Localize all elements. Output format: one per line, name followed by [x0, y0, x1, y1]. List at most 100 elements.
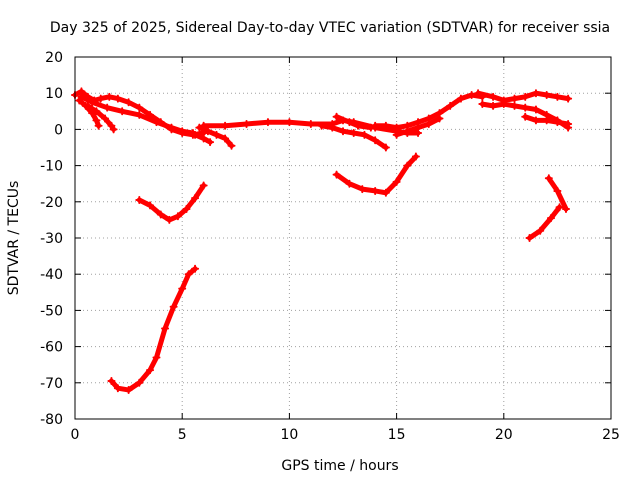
data-point — [381, 143, 390, 152]
x-tick-label: 0 — [71, 427, 80, 443]
data-point — [564, 94, 573, 103]
series-arc-12-points — [474, 89, 573, 105]
data-point — [146, 366, 155, 375]
data-point — [83, 101, 92, 110]
series-arc-16 — [334, 154, 419, 196]
data-point — [553, 92, 562, 101]
data-point — [403, 161, 412, 170]
data-point — [381, 188, 390, 197]
data-point — [371, 186, 380, 195]
series-arc-19-points — [107, 264, 200, 395]
series-arc-17-points — [525, 203, 564, 242]
data-point — [531, 116, 540, 125]
data-point — [94, 121, 103, 130]
data-point — [381, 121, 390, 130]
data-point — [345, 118, 354, 127]
data-point — [521, 112, 530, 121]
y-tick-label: -20 — [40, 195, 63, 211]
data-point — [478, 100, 487, 109]
series-arc-15 — [136, 183, 207, 223]
data-point — [414, 123, 423, 132]
data-point — [101, 114, 110, 123]
series-arc-5-points — [195, 123, 236, 150]
data-point — [118, 107, 127, 116]
data-point — [328, 123, 337, 132]
data-point — [499, 100, 508, 109]
data-point — [358, 185, 367, 194]
data-point — [173, 212, 182, 221]
data-point — [113, 384, 122, 393]
data-point — [411, 152, 420, 161]
data-point — [135, 103, 144, 112]
data-point — [360, 130, 369, 139]
series-arc-11-points — [392, 114, 444, 139]
y-tick-label: -80 — [40, 412, 63, 428]
series-arc-3-points — [83, 101, 118, 134]
data-point — [165, 215, 174, 224]
data-point — [161, 324, 170, 333]
data-point — [345, 179, 354, 188]
y-axis-label: SDTVAR / TECUs — [6, 181, 22, 296]
data-point — [199, 121, 208, 130]
data-point — [424, 119, 433, 128]
data-point — [467, 91, 476, 100]
data-point — [135, 195, 144, 204]
data-point — [146, 201, 155, 210]
y-tick-label: -70 — [40, 376, 63, 392]
data-point — [531, 105, 540, 114]
data-point — [546, 214, 555, 223]
data-point — [242, 119, 251, 128]
data-point — [227, 141, 236, 150]
data-point — [354, 121, 363, 130]
data-point — [92, 107, 101, 116]
data-point — [135, 110, 144, 119]
data-point — [135, 378, 144, 387]
data-point — [561, 205, 570, 214]
series-arc-6-points — [191, 130, 215, 147]
x-tick-label: 25 — [602, 427, 620, 443]
plot-frame — [74, 56, 612, 420]
data-point — [206, 138, 215, 147]
y-tick-label: 20 — [45, 50, 63, 66]
data-point — [366, 123, 375, 132]
data-point — [182, 205, 191, 214]
data-point — [456, 94, 465, 103]
data-point — [92, 116, 101, 125]
data-point — [169, 302, 178, 311]
data-point — [446, 101, 455, 110]
series-arc-16-points — [332, 152, 420, 197]
data-point — [555, 203, 564, 212]
series-arc-9 — [334, 114, 374, 131]
series-arc-18-points — [544, 174, 570, 214]
series-arc-2-points — [75, 96, 103, 130]
data-point — [124, 386, 133, 395]
data-point — [564, 119, 573, 128]
data-point — [349, 129, 358, 138]
series-arc-14-points — [521, 112, 573, 128]
data-point — [474, 89, 483, 98]
data-point — [191, 130, 200, 139]
data-point — [553, 118, 562, 127]
data-point — [178, 127, 187, 136]
data-point — [199, 134, 208, 143]
data-point — [156, 210, 165, 219]
data-point — [521, 92, 530, 101]
data-point — [77, 92, 86, 101]
data-point — [184, 270, 193, 279]
data-point — [263, 118, 272, 127]
y-tick-label: -60 — [40, 340, 63, 356]
data-point — [392, 177, 401, 186]
data-point — [510, 101, 519, 110]
x-tick-label: 10 — [280, 427, 298, 443]
x-tick-label: 15 — [388, 427, 406, 443]
data-point — [109, 125, 118, 134]
data-point — [199, 181, 208, 190]
data-point — [531, 89, 540, 98]
data-point — [152, 353, 161, 362]
series-arc-9-points — [332, 112, 375, 132]
data-point — [306, 119, 315, 128]
data-point — [167, 123, 176, 132]
data-point — [178, 284, 187, 293]
data-point — [113, 94, 122, 103]
